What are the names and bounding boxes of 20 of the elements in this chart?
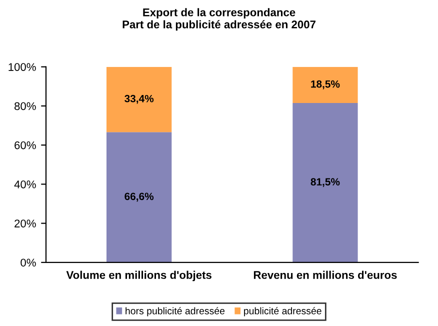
bar [106,66,172,132]
x-tick-label: Volume en millions d'objets [66,270,212,282]
data-label: 18,5% [311,80,340,90]
y-tick-label: 40% [14,180,36,188]
x-tick-label: Revenu en millions d'euros [254,270,397,279]
legend-label: publicité adressée [244,307,322,316]
bar [292,66,358,104]
chart-subtitle: Part de la publicité adressée en 2007 [122,20,316,31]
y-tick-label: 60% [14,141,36,150]
bar [106,132,172,262]
bar [292,103,358,262]
data-label: 66,6% [124,192,154,202]
legend-label: hors publicité adressée [126,307,225,316]
y-tick-label: 20% [14,220,36,228]
y-tick-label: 100% [8,63,36,71]
data-label: 33,4% [124,94,154,104]
y-tick-label: 80% [14,102,36,110]
y-tick-label: 0% [20,258,36,267]
data-label: 81,5% [310,178,340,188]
chart-title: Export de la correspondance [143,8,296,19]
